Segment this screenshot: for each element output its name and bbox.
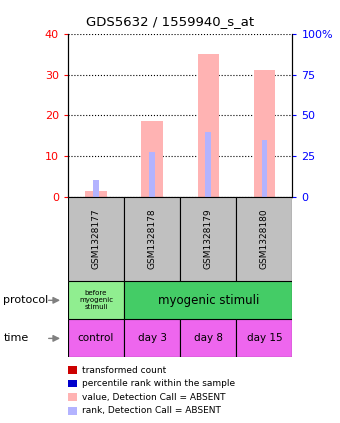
- Bar: [261, 140, 267, 197]
- Text: GSM1328177: GSM1328177: [91, 209, 101, 269]
- Text: protocol: protocol: [3, 295, 49, 305]
- Text: GSM1328179: GSM1328179: [204, 209, 213, 269]
- Text: day 3: day 3: [138, 333, 167, 343]
- Bar: [68, 197, 124, 281]
- Text: percentile rank within the sample: percentile rank within the sample: [82, 379, 235, 388]
- Bar: [85, 191, 107, 197]
- Text: GSM1328178: GSM1328178: [148, 209, 157, 269]
- Bar: [236, 319, 292, 357]
- Text: before
myogenic
stimuli: before myogenic stimuli: [79, 290, 113, 310]
- Text: day 8: day 8: [194, 333, 223, 343]
- Bar: [124, 319, 180, 357]
- Bar: [124, 197, 180, 281]
- Bar: [68, 366, 76, 374]
- Bar: [149, 152, 155, 197]
- Text: transformed count: transformed count: [82, 365, 166, 375]
- Text: time: time: [3, 333, 29, 343]
- Text: GDS5632 / 1559940_s_at: GDS5632 / 1559940_s_at: [86, 15, 254, 28]
- Text: rank, Detection Call = ABSENT: rank, Detection Call = ABSENT: [82, 406, 220, 415]
- Bar: [68, 319, 124, 357]
- Bar: [180, 197, 236, 281]
- Text: myogenic stimuli: myogenic stimuli: [157, 294, 259, 307]
- Bar: [198, 54, 219, 197]
- Bar: [141, 121, 163, 197]
- Bar: [180, 319, 236, 357]
- Bar: [68, 393, 76, 401]
- Bar: [68, 380, 76, 387]
- Text: day 15: day 15: [246, 333, 282, 343]
- Bar: [236, 197, 292, 281]
- Text: value, Detection Call = ABSENT: value, Detection Call = ABSENT: [82, 393, 225, 402]
- Bar: [205, 132, 211, 197]
- Bar: [124, 281, 292, 319]
- Text: GSM1328180: GSM1328180: [260, 209, 269, 269]
- Bar: [93, 181, 99, 197]
- Bar: [68, 281, 124, 319]
- Bar: [254, 71, 275, 197]
- Text: control: control: [78, 333, 114, 343]
- Bar: [68, 407, 76, 415]
